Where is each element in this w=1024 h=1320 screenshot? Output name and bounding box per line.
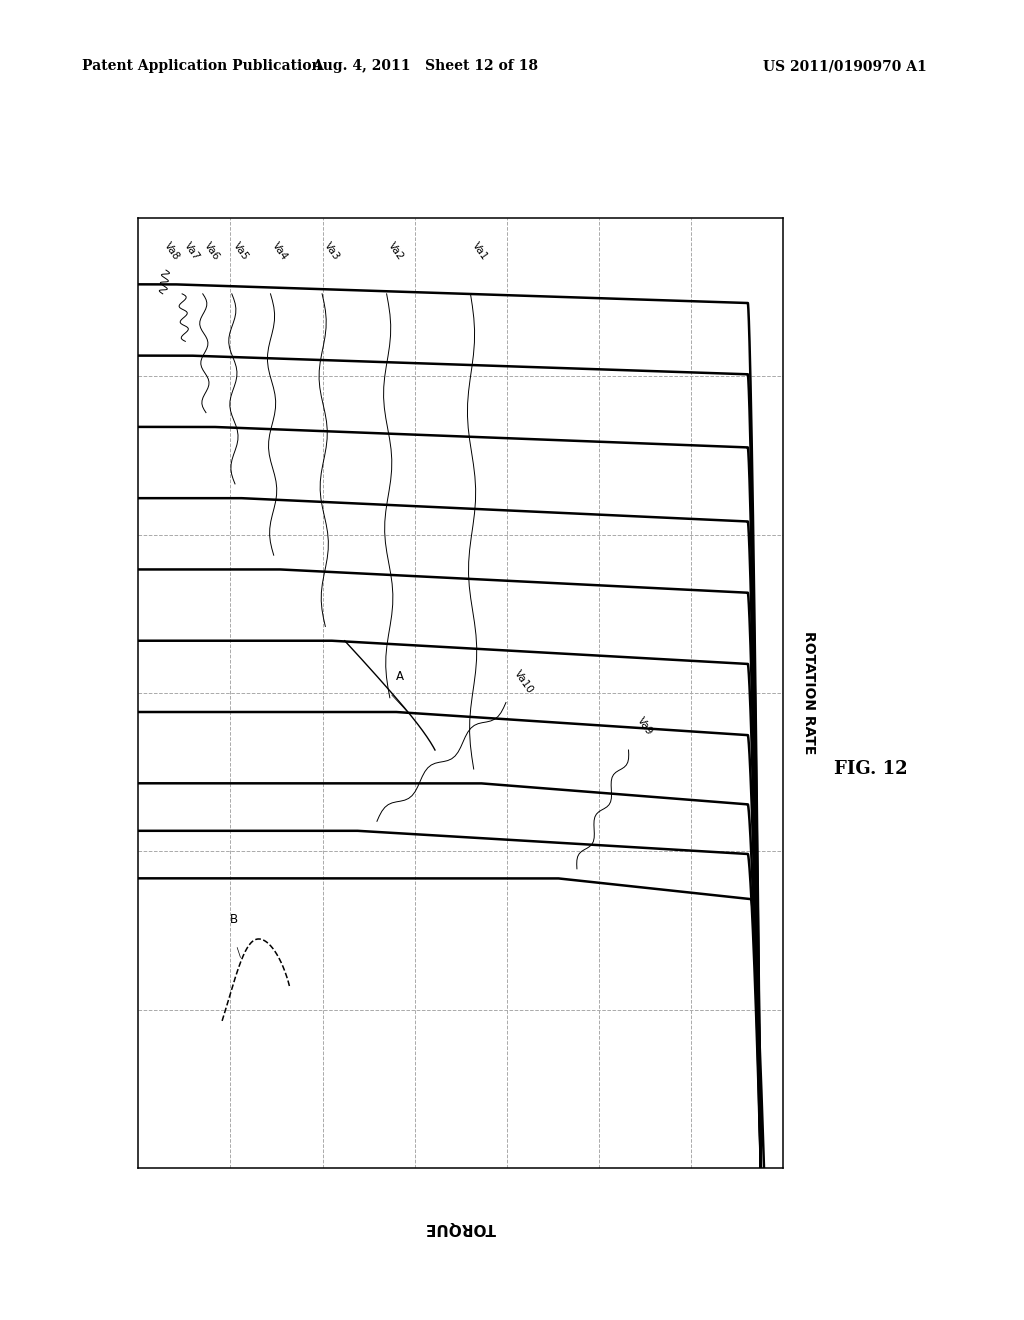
Text: Va7: Va7: [182, 240, 202, 263]
Text: A: A: [396, 671, 404, 684]
Text: ROTATION RATE: ROTATION RATE: [802, 631, 816, 755]
Text: TORQUE: TORQUE: [425, 1221, 497, 1236]
Text: B: B: [229, 913, 238, 925]
Text: Va3: Va3: [323, 240, 341, 263]
Text: Va2: Va2: [387, 240, 406, 263]
Text: Patent Application Publication: Patent Application Publication: [82, 59, 322, 74]
Text: Va4: Va4: [270, 240, 290, 263]
Text: Va10: Va10: [512, 668, 536, 696]
Text: Aug. 4, 2011   Sheet 12 of 18: Aug. 4, 2011 Sheet 12 of 18: [312, 59, 538, 74]
Text: FIG. 12: FIG. 12: [834, 760, 907, 777]
Text: Va5: Va5: [231, 240, 251, 263]
Text: Va9: Va9: [635, 715, 654, 738]
Text: Va8: Va8: [163, 240, 182, 263]
Text: Va6: Va6: [203, 240, 222, 263]
Text: Va1: Va1: [470, 240, 489, 263]
Text: US 2011/0190970 A1: US 2011/0190970 A1: [763, 59, 927, 74]
